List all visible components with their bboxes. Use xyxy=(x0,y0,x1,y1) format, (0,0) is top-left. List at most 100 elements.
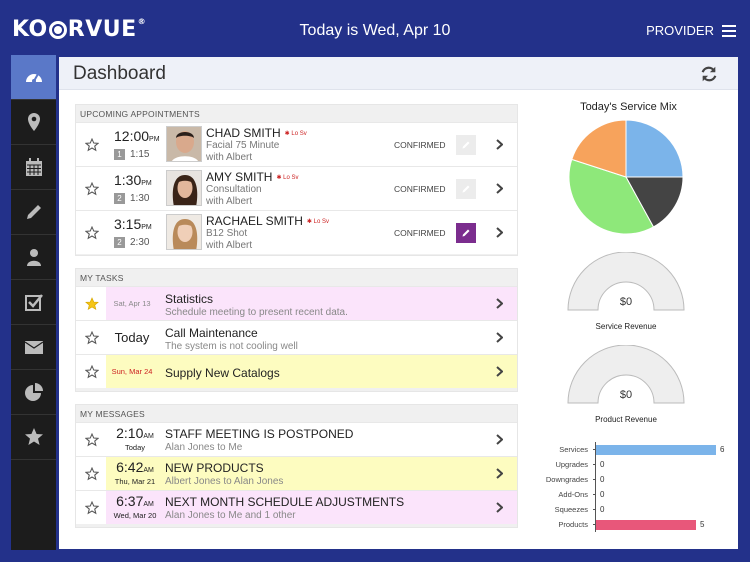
sidebar-item-messages[interactable] xyxy=(11,325,56,370)
message-time: 2:10AM xyxy=(116,425,154,441)
star-icon xyxy=(24,428,43,445)
service-name: B12 Shot xyxy=(206,228,248,239)
pie-chart-icon xyxy=(24,383,43,401)
star-outline-icon[interactable] xyxy=(85,365,99,379)
chevron-right-icon[interactable] xyxy=(496,332,503,343)
client-avatar xyxy=(166,170,202,206)
message-day: Wed, Mar 20 xyxy=(113,511,157,520)
bar-label: Products xyxy=(558,520,588,529)
bar-row: Squeezes 0 xyxy=(526,502,731,517)
revenue-bar-chart: Services 6 Upgrades 0 Downgrades 0 Add-Ons 0 Squ… xyxy=(526,442,731,532)
message-time: 6:42AM xyxy=(116,459,154,475)
top-bar: KO RVUE ® Today is Wed, Apr 10 PROVIDER xyxy=(0,0,750,56)
message-from: Albert Jones to Alan Jones xyxy=(165,476,284,487)
sidebar-item-calendar[interactable] xyxy=(11,145,56,190)
pencil-icon xyxy=(462,141,470,149)
star-outline-icon[interactable] xyxy=(85,501,99,515)
korvue-logo[interactable]: KO RVUE ® xyxy=(12,17,147,42)
task-row[interactable]: Sun, Mar 24 Supply New Catalogs xyxy=(76,354,517,388)
speedometer-icon xyxy=(25,73,42,83)
star-outline-icon[interactable] xyxy=(85,331,99,345)
bar xyxy=(596,520,696,530)
message-subject: NEW PRODUCTS xyxy=(165,461,264,475)
task-description: The system is not cooling well xyxy=(165,341,298,352)
refresh-icon[interactable] xyxy=(700,65,718,83)
task-title: Call Maintenance xyxy=(165,326,258,340)
appointment-row[interactable]: 1:30PM 2 1:30 AMY SMITH ✱ Lo Sv Consultati… xyxy=(76,166,517,210)
sidebar-item-clients[interactable] xyxy=(11,235,56,280)
task-title: Statistics xyxy=(165,292,214,306)
service-revenue-value: $0 xyxy=(619,296,633,308)
client-name: RACHAEL SMITH ✱ Lo Sv xyxy=(206,214,329,228)
star-outline-icon[interactable] xyxy=(85,182,99,196)
status-badge: CONFIRMED xyxy=(394,184,446,194)
bar-row: Services 6 xyxy=(526,442,731,457)
message-row[interactable]: 6:37AM Wed, Mar 20 NEXT MONTH SCHEDULE A… xyxy=(76,490,517,524)
chevron-right-icon[interactable] xyxy=(496,366,503,377)
date-title: Today is Wed, Apr 10 xyxy=(299,22,451,39)
service-mix-title: Today's Service Mix xyxy=(580,101,677,113)
sidebar-item-locations[interactable] xyxy=(11,100,56,145)
chevron-right-icon[interactable] xyxy=(496,227,503,238)
provider-name: with Albert xyxy=(206,152,253,163)
edit-button[interactable] xyxy=(456,135,476,155)
sidebar-item-favorites[interactable] xyxy=(11,415,56,460)
map-pin-icon xyxy=(27,113,40,131)
chevron-right-icon[interactable] xyxy=(496,502,503,513)
pie-slice xyxy=(571,119,627,178)
page-header: Dashboard xyxy=(59,57,738,90)
sidebar-item-tasks[interactable] xyxy=(11,280,56,325)
pie-slice xyxy=(568,158,655,235)
resource-badge: 2 xyxy=(114,237,125,248)
appointment-row[interactable]: 12:00PM 1 1:15 CHAD SMITH ✱ Lo Sv Facial 7… xyxy=(76,122,517,166)
message-subject: STAFF MEETING IS POSTPONED xyxy=(165,427,354,441)
star-outline-icon[interactable] xyxy=(85,433,99,447)
chevron-right-icon[interactable] xyxy=(496,298,503,309)
axis-tick xyxy=(593,449,596,450)
section-title: MY TASKS xyxy=(80,273,124,283)
message-row[interactable]: 2:10AM Today STAFF MEETING IS POSTPONED … xyxy=(76,422,517,456)
gauge-arc xyxy=(567,251,685,311)
chevron-right-icon[interactable] xyxy=(496,468,503,479)
chevron-right-icon[interactable] xyxy=(496,434,503,445)
appointment-time: 1:30PM xyxy=(114,172,152,188)
bar-row: Upgrades 0 xyxy=(526,457,731,472)
person-icon xyxy=(26,249,41,266)
axis-tick xyxy=(593,509,596,510)
bar-value: 0 xyxy=(600,475,605,484)
task-description: Schedule meeting to present recent data. xyxy=(165,307,348,318)
star-outline-icon[interactable] xyxy=(85,467,99,481)
page-title: Dashboard xyxy=(73,63,166,84)
hamburger-menu-icon[interactable] xyxy=(722,24,736,37)
appointment-row[interactable]: 3:15PM 2 2:30 RACHAEL SMITH ✱ Lo Sv B12 Sh… xyxy=(76,210,517,254)
star-outline-icon[interactable] xyxy=(85,138,99,152)
bar-label: Add-Ons xyxy=(558,490,588,499)
chevron-right-icon[interactable] xyxy=(496,183,503,194)
message-row[interactable]: 6:42AM Thu, Mar 21 NEW PRODUCTS Albert J… xyxy=(76,456,517,490)
provider-label: PROVIDER xyxy=(646,23,714,38)
message-day: Thu, Mar 21 xyxy=(114,477,156,486)
provider-name: with Albert xyxy=(206,196,253,207)
star-filled-icon[interactable] xyxy=(85,297,99,311)
product-revenue-value: $0 xyxy=(619,389,633,401)
task-row[interactable]: Sat, Apr 13 Statistics Schedule meeting … xyxy=(76,286,517,320)
gauge-arc xyxy=(567,344,685,404)
appointment-duration: 2 1:30 xyxy=(114,193,149,204)
edit-button[interactable] xyxy=(456,223,476,243)
bar-value: 6 xyxy=(720,445,725,454)
my-messages-section: MY MESSAGES 2:10AM Today STAFF MEETING I… xyxy=(75,404,518,528)
calendar-icon xyxy=(25,158,42,176)
star-outline-icon[interactable] xyxy=(85,226,99,240)
sidebar-item-notes[interactable] xyxy=(11,190,56,235)
task-row[interactable]: Today Call Maintenance The system is not… xyxy=(76,320,517,354)
bar-row: Add-Ons 0 xyxy=(526,487,731,502)
message-from: Alan Jones to Me and 1 other xyxy=(165,510,296,521)
sidebar-item-reports[interactable] xyxy=(11,370,56,415)
client-avatar xyxy=(166,214,202,250)
chevron-right-icon[interactable] xyxy=(496,139,503,150)
sidebar-item-dashboard[interactable] xyxy=(11,55,56,100)
service-mix-pie-chart xyxy=(568,119,684,235)
provider-menu[interactable]: PROVIDER xyxy=(646,23,736,38)
edit-button[interactable] xyxy=(456,179,476,199)
appointment-time: 12:00PM xyxy=(114,128,160,144)
